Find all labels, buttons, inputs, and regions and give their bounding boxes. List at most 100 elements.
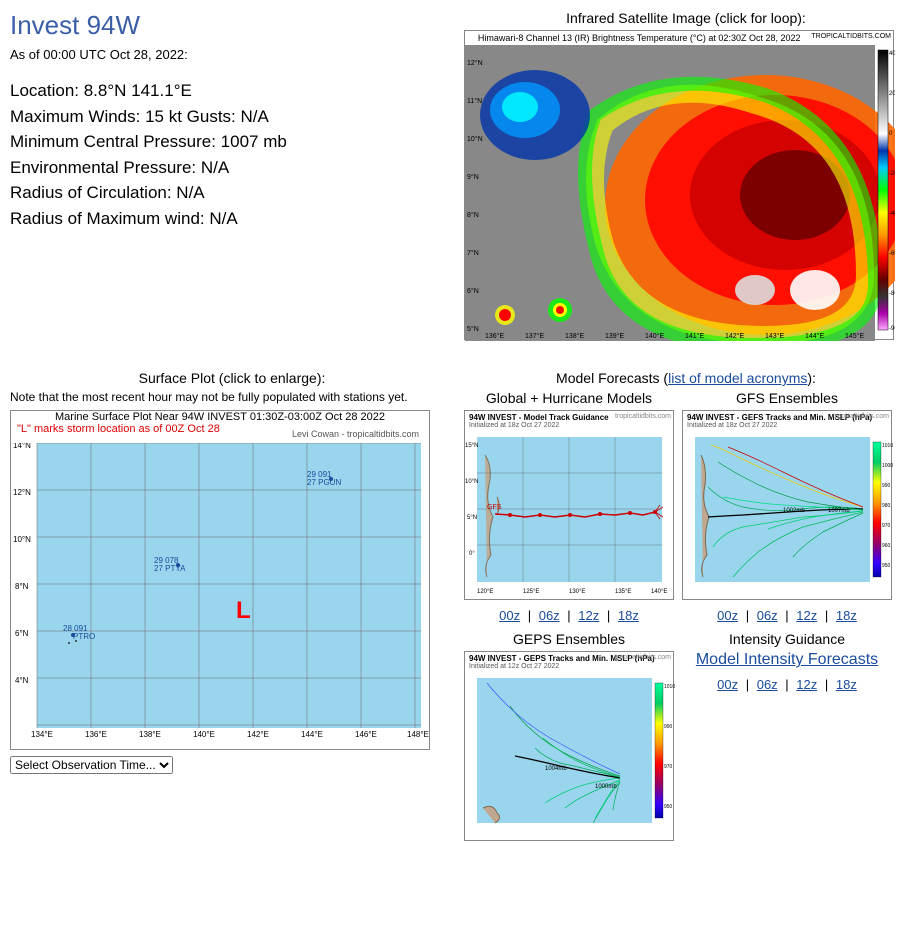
svg-text:125°E: 125°E: [523, 589, 539, 595]
svg-text:40: 40: [889, 51, 895, 57]
svg-text:145°E: 145°E: [845, 332, 864, 340]
svg-text:141°E: 141°E: [685, 332, 704, 340]
acronyms-link[interactable]: list of model acronyms: [668, 370, 807, 386]
run-12z[interactable]: 12z: [796, 608, 817, 623]
roc-line: Radius of Circulation: N/A: [10, 180, 454, 206]
surface-title: Marine Surface Plot Near 94W INVEST 01:3…: [11, 411, 429, 423]
svg-text:6°N: 6°N: [15, 629, 29, 638]
run-00z[interactable]: 00z: [717, 608, 738, 623]
intensity-label: Intensity Guidance: [682, 631, 892, 647]
surface-attr: Levi Cowan - tropicaltidbits.com: [292, 429, 423, 439]
run-06z[interactable]: 06z: [539, 608, 560, 623]
svg-text:950: 950: [882, 563, 891, 569]
location-line: Location: 8.8°N 141.1°E: [10, 78, 454, 104]
run-00z[interactable]: 00z: [499, 608, 520, 623]
svg-text:1004mb: 1004mb: [545, 766, 567, 772]
svg-text:6°N: 6°N: [467, 287, 479, 295]
gfs-run-links: 00z | 06z | 12z | 18z: [682, 608, 892, 623]
svg-text:PTRO: PTRO: [73, 632, 95, 641]
rmw-line: Radius of Maximum wind: N/A: [10, 206, 454, 232]
svg-text:1010: 1010: [664, 684, 675, 690]
as-of-time: As of 00:00 UTC Oct 28, 2022:: [10, 47, 454, 62]
svg-text:12°N: 12°N: [13, 488, 31, 497]
satellite-attr: TROPICALTIDBITS.COM: [811, 33, 891, 40]
run-18z[interactable]: 18z: [836, 608, 857, 623]
surface-note: Note that the most recent hour may not b…: [10, 390, 454, 404]
svg-text:980: 980: [882, 503, 891, 509]
model-section-label: Model Forecasts (list of model acronyms)…: [464, 370, 908, 386]
observation-time-select[interactable]: Select Observation Time...: [10, 756, 173, 774]
svg-text:14°N: 14°N: [13, 443, 31, 450]
svg-text:136°E: 136°E: [485, 332, 504, 340]
svg-text:138°E: 138°E: [139, 730, 161, 739]
intensity-forecasts-link[interactable]: Model Intensity Forecasts: [696, 651, 878, 668]
run-06z[interactable]: 06z: [757, 608, 778, 623]
svg-text:142°E: 142°E: [247, 730, 269, 739]
svg-text:1002mb: 1002mb: [783, 508, 805, 514]
svg-text:135°E: 135°E: [615, 589, 631, 595]
run-18z[interactable]: 18z: [836, 677, 857, 692]
svg-text:15°N: 15°N: [465, 443, 478, 449]
storm-L-marker: L: [236, 597, 251, 624]
svg-text:5°N: 5°N: [467, 325, 479, 333]
run-00z[interactable]: 00z: [717, 677, 738, 692]
svg-text:139°E: 139°E: [605, 332, 624, 340]
winds-line: Maximum Winds: 15 kt Gusts: N/A: [10, 104, 454, 130]
svg-text:20: 20: [889, 91, 895, 97]
svg-text:-80: -80: [889, 291, 895, 297]
svg-text:8°N: 8°N: [15, 582, 29, 591]
svg-text:134°E: 134°E: [31, 730, 53, 739]
svg-text:1000: 1000: [882, 463, 893, 469]
svg-text:143°E: 143°E: [765, 332, 784, 340]
svg-text:990: 990: [882, 483, 891, 489]
svg-text:1007mb: 1007mb: [828, 508, 850, 514]
svg-text:144°E: 144°E: [805, 332, 824, 340]
satellite-section-label: Infrared Satellite Image (click for loop…: [464, 10, 908, 26]
geps-ens-chart[interactable]: 94W INVEST - GEPS Tracks and Min. MSLP (…: [464, 651, 674, 841]
svg-text:9°N: 9°N: [467, 173, 479, 181]
svg-text:4°N: 4°N: [15, 676, 29, 685]
surface-plot[interactable]: Marine Surface Plot Near 94W INVEST 01:3…: [10, 410, 430, 750]
svg-text:-20: -20: [889, 171, 895, 177]
svg-text:8°N: 8°N: [467, 211, 479, 219]
svg-text:GFS: GFS: [487, 504, 502, 511]
svg-text:0°: 0°: [469, 551, 475, 557]
global-models-chart[interactable]: 94W INVEST - Model Track Guidance Initia…: [464, 410, 674, 600]
svg-text:140°E: 140°E: [193, 730, 215, 739]
svg-text:146°E: 146°E: [355, 730, 377, 739]
intensity-run-links: 00z | 06z | 12z | 18z: [682, 677, 892, 692]
gfs-ens-chart[interactable]: 94W INVEST - GEFS Tracks and Min. MSLP (…: [682, 410, 892, 600]
svg-text:970: 970: [882, 523, 891, 529]
svg-text:148°E: 148°E: [407, 730, 429, 739]
surface-section-label: Surface Plot (click to enlarge):: [10, 370, 454, 386]
svg-text:10°N: 10°N: [13, 535, 31, 544]
svg-text:990: 990: [664, 724, 673, 730]
svg-text:144°E: 144°E: [301, 730, 323, 739]
svg-text:950: 950: [664, 804, 673, 810]
svg-text:120°E: 120°E: [477, 589, 493, 595]
run-12z[interactable]: 12z: [578, 608, 599, 623]
svg-text:960: 960: [882, 543, 891, 549]
storm-title: Invest 94W: [10, 10, 454, 41]
svg-text:12°N: 12°N: [467, 59, 483, 67]
satellite-header: Himawari-8 Channel 13 (IR) Brightness Te…: [478, 33, 801, 43]
svg-text:1000mb: 1000mb: [595, 784, 617, 790]
svg-text:-60: -60: [889, 251, 895, 257]
svg-text:27 PTYA: 27 PTYA: [154, 564, 186, 573]
gfs-ens-label: GFS Ensembles: [682, 390, 892, 406]
svg-text:138°E: 138°E: [565, 332, 584, 340]
satellite-image[interactable]: Himawari-8 Channel 13 (IR) Brightness Te…: [464, 30, 894, 340]
svg-text:10°N: 10°N: [467, 135, 483, 143]
svg-text:7°N: 7°N: [467, 249, 479, 257]
svg-text:27 PGUN: 27 PGUN: [307, 478, 341, 487]
run-06z[interactable]: 06z: [757, 677, 778, 692]
run-12z[interactable]: 12z: [796, 677, 817, 692]
svg-text:140°E: 140°E: [651, 589, 667, 595]
svg-text:1010: 1010: [882, 443, 893, 449]
svg-text:130°E: 130°E: [569, 589, 585, 595]
svg-text:140°E: 140°E: [645, 332, 664, 340]
svg-text:970: 970: [664, 764, 673, 770]
svg-text:142°E: 142°E: [725, 332, 744, 340]
run-18z[interactable]: 18z: [618, 608, 639, 623]
pressure-line: Minimum Central Pressure: 1007 mb: [10, 129, 454, 155]
